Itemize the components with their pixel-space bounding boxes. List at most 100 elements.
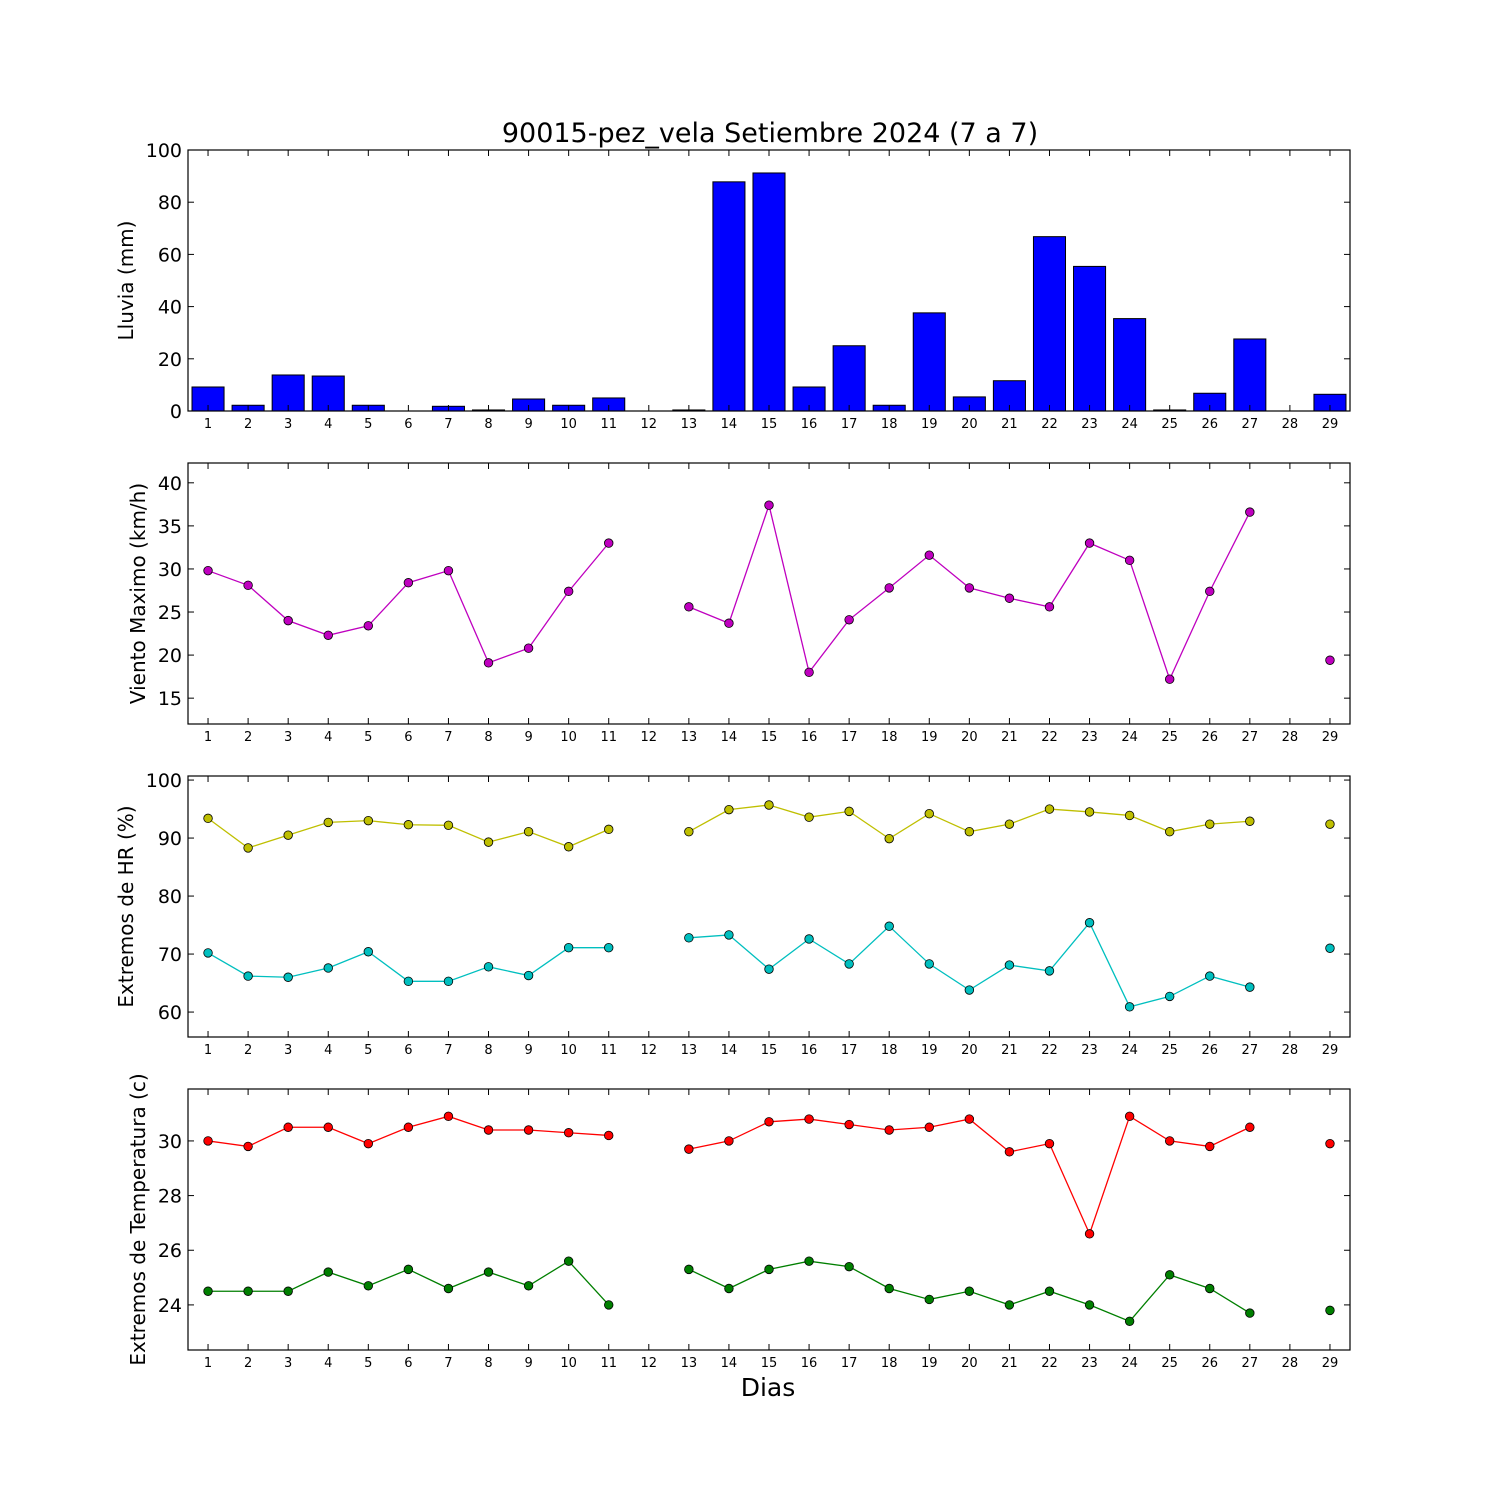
y-tick-label: 100 (146, 770, 182, 792)
x-tick-label: 3 (284, 1043, 292, 1058)
series-1-point-day-17 (844, 1119, 854, 1130)
series-2-point-day-25 (1164, 1270, 1175, 1280)
x-tick-label: 11 (600, 1043, 617, 1058)
series-1-point-day-20 (964, 1114, 975, 1124)
series-2-point-day-7 (443, 1283, 454, 1294)
x-tick-label: 2 (244, 1043, 252, 1058)
x-tick-label: 5 (364, 417, 372, 432)
x-tick-label: 8 (484, 1356, 492, 1371)
x-tick-label: 12 (641, 730, 658, 745)
series-2-point-day-2 (243, 1286, 253, 1296)
y-tick-label: 80 (158, 192, 182, 214)
x-tick-label: 19 (921, 1043, 938, 1058)
x-tick-label: 18 (881, 417, 898, 432)
series-1-point-day-19 (924, 550, 934, 560)
x-tick-label: 28 (1282, 1356, 1299, 1371)
series-2-point-day-13 (684, 933, 694, 943)
series-2-point-day-14 (724, 1283, 734, 1294)
x-tick-label: 17 (841, 1356, 858, 1371)
y-tick-label: 40 (158, 473, 182, 495)
series-2-point-day-19 (924, 1294, 934, 1305)
series-2-point-day-23 (1084, 1300, 1095, 1310)
x-tick-label: 4 (324, 730, 332, 745)
y-tick-label: 0 (170, 401, 182, 423)
series-1-point-day-21 (1004, 1147, 1015, 1157)
x-tick-label: 19 (921, 730, 938, 745)
y-tick-label: 100 (146, 140, 182, 162)
x-tick-label: 3 (284, 730, 292, 745)
x-tick-label: 2 (244, 730, 252, 745)
x-tick-label: 13 (681, 1043, 698, 1058)
x-tick-label: 18 (881, 730, 898, 745)
x-tick-label: 16 (801, 1356, 818, 1371)
x-tick-label: 26 (1201, 1356, 1218, 1371)
x-tick-label: 27 (1242, 730, 1259, 745)
series-1-point-day-8 (483, 837, 494, 847)
y-axis-label: Lluvia (mm) (114, 221, 138, 341)
x-tick-label: 11 (600, 1356, 617, 1371)
y-tick-label: 35 (158, 516, 182, 538)
x-tick-label: 29 (1322, 1043, 1339, 1058)
x-tick-label: 20 (961, 1043, 978, 1058)
series-1-point-day-9 (523, 643, 534, 653)
x-tick-label: 19 (921, 417, 938, 432)
x-axis-label: Dias (741, 1373, 796, 1402)
x-tick-label: 6 (404, 1356, 412, 1371)
series-1-point-day-9 (523, 826, 534, 837)
y-tick-label: 20 (158, 645, 182, 667)
series-2-point-day-21 (1004, 960, 1015, 970)
series-2-point-day-1 (203, 948, 213, 958)
panel-4-frame (187, 1088, 1351, 1351)
x-tick-label: 6 (404, 730, 412, 745)
y-tick-label: 30 (158, 559, 182, 581)
series-1-point-day-11 (604, 1130, 614, 1141)
bar-day-15 (752, 172, 786, 412)
series-1-point-day-15 (764, 800, 774, 810)
x-tick-label: 2 (244, 417, 252, 432)
series-2-point-day-26 (1205, 1283, 1215, 1294)
y-tick-label: 15 (158, 688, 182, 710)
x-tick-label: 18 (881, 1043, 898, 1058)
series-2-point-day-3 (283, 1286, 293, 1296)
series-1-point-day-1 (203, 1136, 213, 1146)
series-1-point-day-4 (323, 817, 333, 828)
bar-day-27 (1233, 338, 1267, 412)
x-tick-label: 15 (761, 1043, 778, 1058)
series-1-point-day-13 (684, 1144, 694, 1154)
series-1-point-day-22 (1044, 804, 1055, 814)
series-1-point-day-1 (203, 813, 213, 824)
series-2-point-day-21 (1004, 1300, 1015, 1310)
x-tick-label: 20 (961, 1356, 978, 1371)
x-tick-label: 27 (1242, 1356, 1259, 1371)
x-tick-label: 22 (1041, 417, 1058, 432)
y-tick-label: 80 (158, 886, 182, 908)
x-tick-label: 15 (761, 1356, 778, 1371)
x-tick-label: 17 (841, 1043, 858, 1058)
series-2-point-day-29 (1325, 943, 1335, 953)
series-2-point-day-20 (964, 985, 975, 995)
x-tick-label: 17 (841, 417, 858, 432)
series-1-point-day-22 (1044, 1138, 1055, 1149)
series-1-point-day-5 (363, 815, 374, 826)
series-1-point-day-6 (403, 578, 414, 588)
series-2-point-day-16 (804, 1256, 814, 1266)
series-2-point-day-7 (443, 976, 454, 987)
series-1-point-day-16 (804, 1114, 814, 1124)
series-2-point-day-16 (804, 934, 814, 944)
series-1-point-day-17 (844, 806, 854, 817)
x-tick-label: 24 (1121, 730, 1138, 745)
x-tick-label: 25 (1161, 1043, 1178, 1058)
series-1-point-day-20 (964, 583, 975, 593)
bar-day-17 (832, 345, 866, 412)
series-1-point-day-26 (1205, 1141, 1215, 1152)
x-tick-label: 1 (204, 1356, 212, 1371)
y-tick-label: 70 (158, 944, 182, 966)
series-1-point-day-24 (1124, 810, 1135, 821)
series-1-point-day-25 (1164, 1136, 1175, 1146)
series-1-point-day-18 (884, 833, 894, 844)
x-tick-label: 29 (1322, 417, 1339, 432)
series-1-point-day-1 (203, 565, 213, 576)
